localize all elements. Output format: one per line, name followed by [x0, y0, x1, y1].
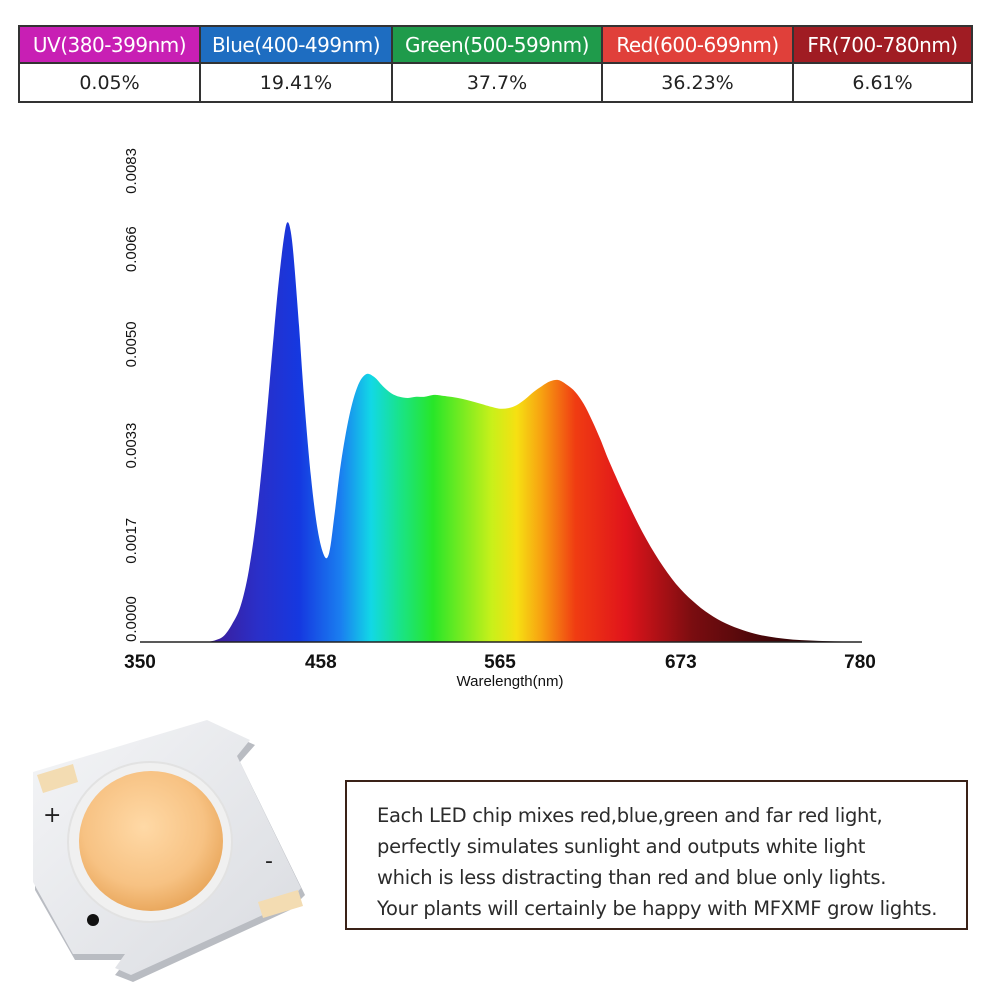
y-tick-label: 0.0033 [123, 423, 140, 469]
phosphor-disc [79, 771, 223, 911]
y-tick-label: 0.0050 [123, 321, 140, 367]
description-line: Your plants will certainly be happy with… [377, 897, 938, 920]
value-blue: 19.41% [201, 64, 393, 101]
value-uv: 0.05% [20, 64, 201, 101]
value-red: 36.23% [603, 64, 794, 101]
led-chip-image: + - [33, 720, 305, 982]
header-far-red: FR(700-780nm) [794, 27, 971, 64]
header-blue: Blue(400-499nm) [201, 27, 393, 64]
spectrum-area [206, 222, 860, 642]
value-far-red: 6.61% [852, 71, 913, 94]
plus-mark: + [43, 803, 61, 828]
description-line: Each LED chip mixes red,blue,green and f… [377, 804, 883, 827]
x-tick-labels: 350 458 565 673 780 [124, 652, 876, 673]
description-line: which is less distracting than red and b… [377, 866, 887, 889]
x-tick-label: 565 [484, 652, 516, 673]
header-uv: UV(380-399nm) [20, 27, 201, 64]
description-line: perfectly simulates sunlight and outputs… [377, 835, 866, 858]
x-tick-label: 458 [305, 652, 337, 673]
x-tick-label: 673 [665, 652, 697, 673]
solder-pad-top [37, 764, 78, 793]
y-tick-label: 0.0017 [123, 518, 140, 564]
x-axis-label: Warelength(nm) [457, 673, 564, 690]
spectrum-chart: 350 458 565 673 780 0.0000 0.0017 0.0033 0.0050… [123, 148, 876, 690]
header-red: Red(600-699nm) [603, 27, 794, 64]
y-tick-label: 0.0000 [123, 596, 140, 642]
solder-pad-bottom [258, 890, 303, 918]
value-green: 37.7% [393, 64, 603, 101]
y-tick-labels: 0.0000 0.0017 0.0033 0.0050 0.0066 0.0083 [123, 148, 140, 642]
y-tick-label: 0.0083 [123, 148, 140, 194]
y-tick-label: 0.0066 [123, 226, 140, 272]
x-tick-label: 350 [124, 652, 156, 673]
x-tick-label: 780 [844, 652, 876, 673]
header-green: Green(500-599nm) [393, 27, 603, 64]
spectrum-table: UV(380-399nm) Blue(400-499nm) Green(500-… [18, 25, 973, 103]
indicator-dot [87, 914, 99, 926]
description-box: Each LED chip mixes red,blue,green and f… [345, 780, 968, 930]
minus-mark: - [265, 849, 273, 874]
